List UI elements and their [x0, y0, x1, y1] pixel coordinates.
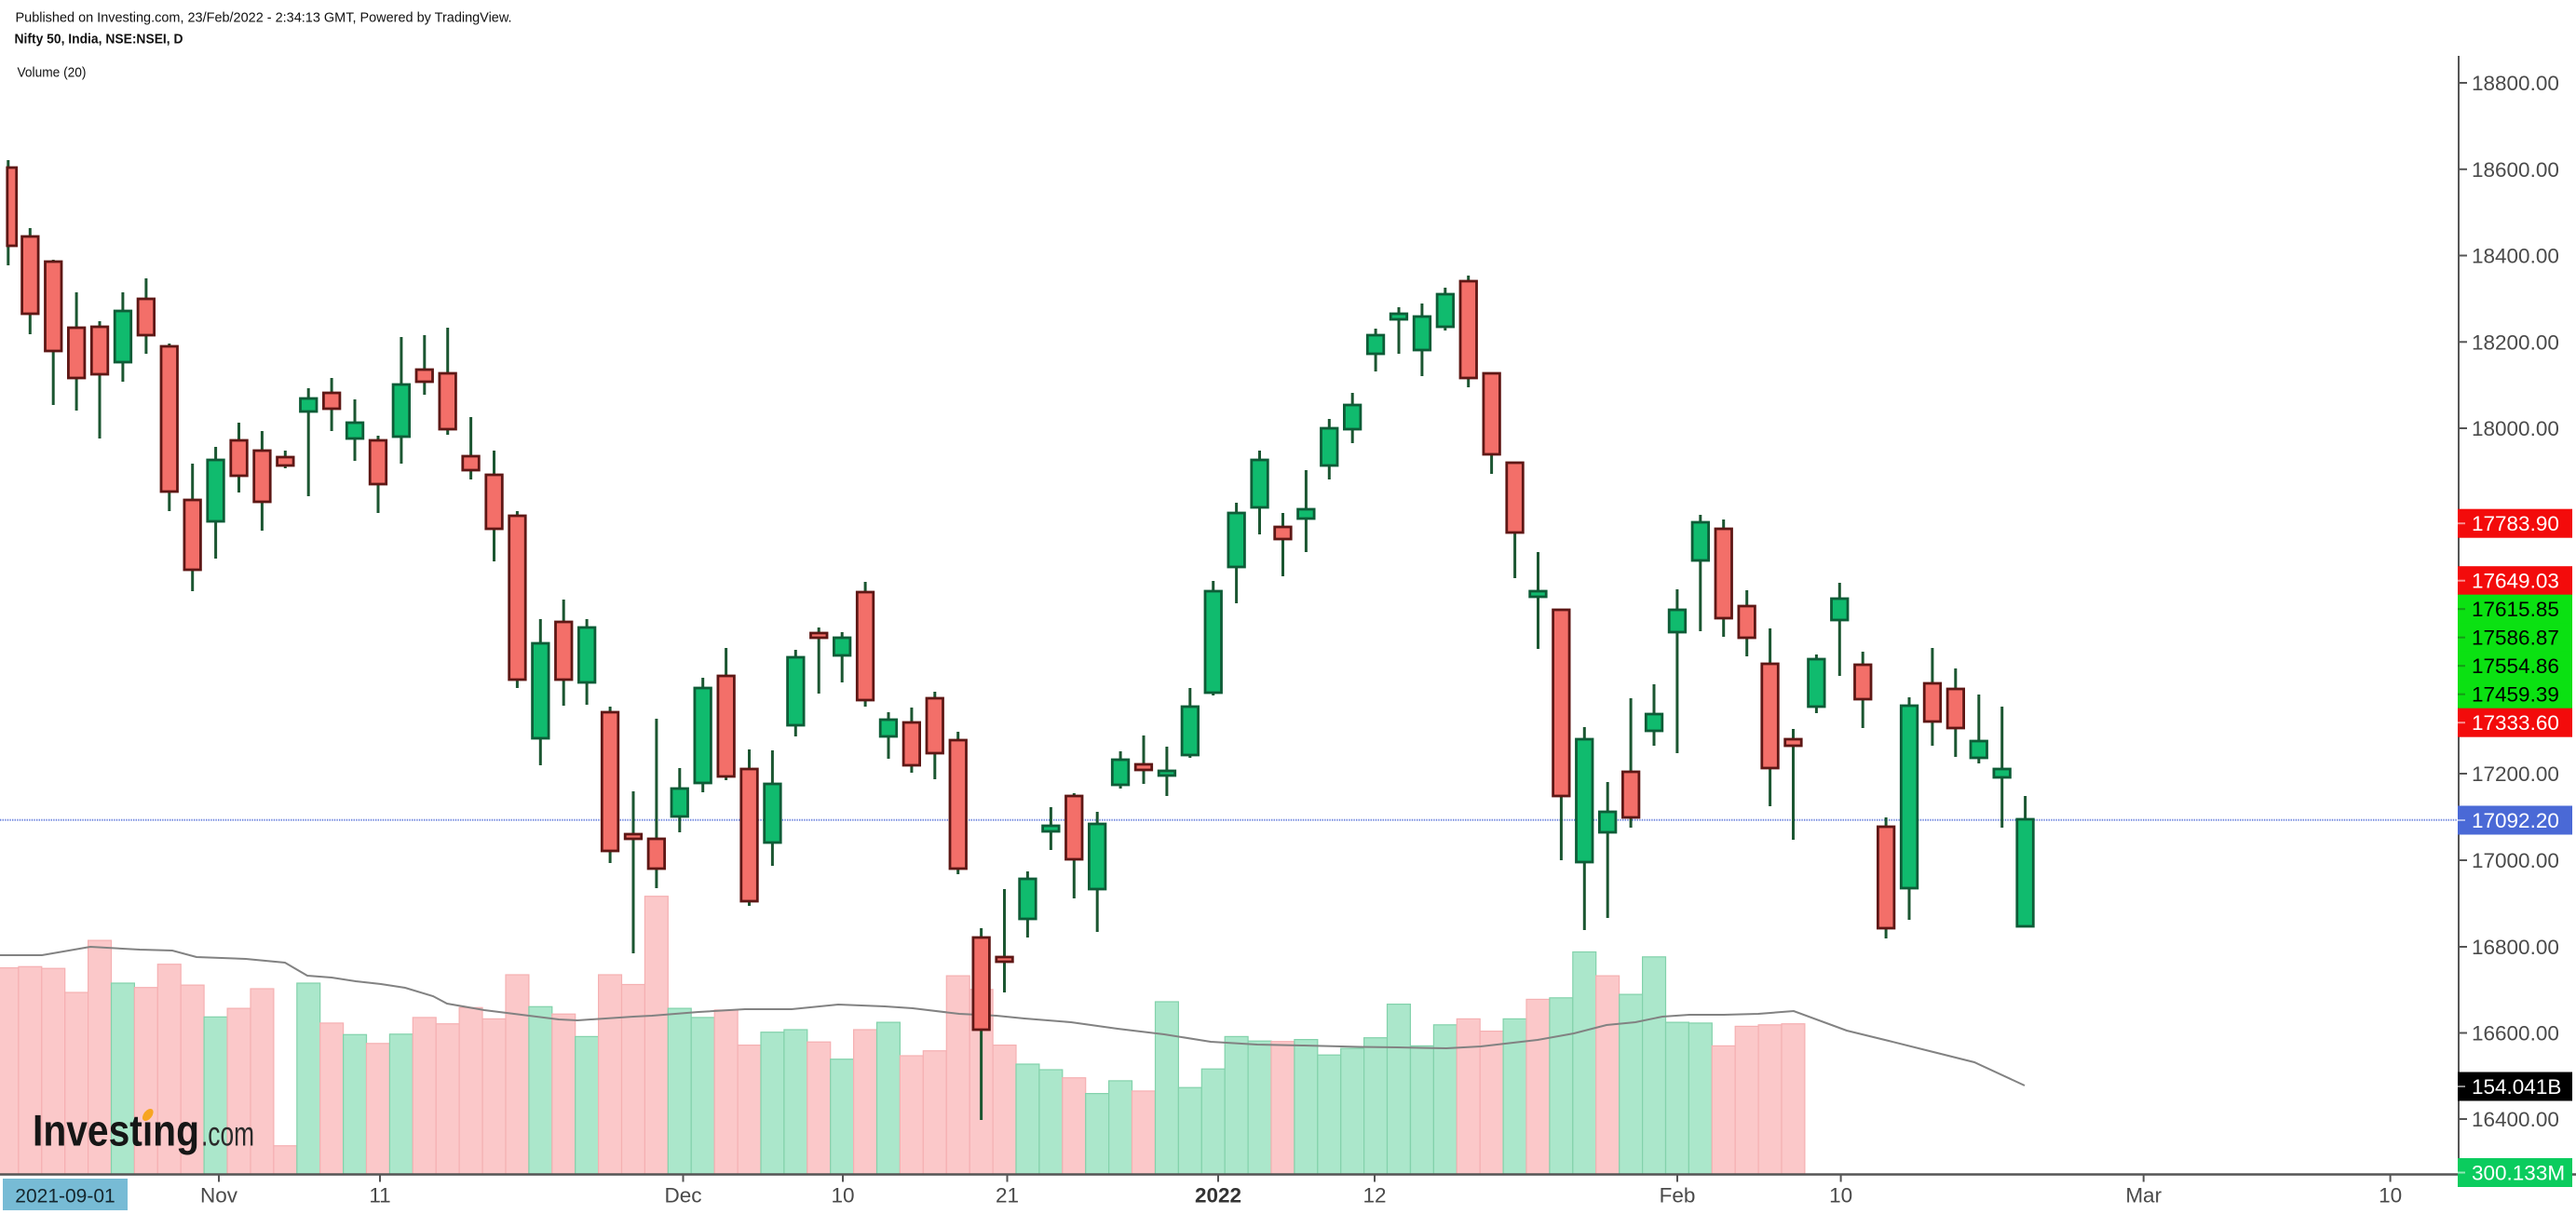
svg-text:17000.00: 17000.00 — [2472, 849, 2559, 872]
svg-text:Feb: Feb — [1660, 1184, 1696, 1207]
svg-text:18400.00: 18400.00 — [2472, 245, 2559, 268]
svg-text:10: 10 — [831, 1184, 854, 1207]
svg-text:17092.20: 17092.20 — [2472, 809, 2559, 832]
svg-text:Published on Investing.com, 23: Published on Investing.com, 23/Feb/2022 … — [16, 9, 512, 25]
svg-text:18800.00: 18800.00 — [2472, 72, 2559, 95]
svg-text:17459.39: 17459.39 — [2472, 683, 2559, 707]
svg-text:16800.00: 16800.00 — [2472, 936, 2559, 959]
svg-text:11: 11 — [369, 1184, 390, 1207]
svg-text:Dec: Dec — [664, 1184, 701, 1207]
svg-text:16400.00: 16400.00 — [2472, 1108, 2559, 1131]
svg-text:2022: 2022 — [1195, 1184, 1241, 1207]
svg-text:17783.90: 17783.90 — [2472, 512, 2559, 535]
svg-text:300.133M: 300.133M — [2472, 1162, 2565, 1185]
svg-text:18200.00: 18200.00 — [2472, 330, 2559, 354]
svg-text:17333.60: 17333.60 — [2472, 711, 2559, 735]
svg-text:17649.03: 17649.03 — [2472, 570, 2559, 593]
svg-text:Nov: Nov — [200, 1184, 238, 1207]
svg-text:17200.00: 17200.00 — [2472, 762, 2559, 786]
svg-text:Volume (20): Volume (20) — [18, 64, 87, 80]
svg-text:18600.00: 18600.00 — [2472, 158, 2559, 182]
svg-text:17554.86: 17554.86 — [2472, 654, 2559, 678]
svg-text:12: 12 — [1363, 1184, 1386, 1207]
svg-text:Investıng: Investıng — [33, 1106, 199, 1155]
svg-text:18000.00: 18000.00 — [2472, 417, 2559, 440]
svg-text:16600.00: 16600.00 — [2472, 1022, 2559, 1045]
svg-text:17586.87: 17586.87 — [2472, 627, 2559, 650]
svg-text:.com: .com — [201, 1115, 254, 1153]
svg-text:10: 10 — [2379, 1184, 2402, 1207]
svg-text:21: 21 — [996, 1184, 1019, 1207]
svg-text:154.041B: 154.041B — [2472, 1075, 2561, 1099]
svg-text:10: 10 — [1829, 1184, 1852, 1207]
svg-text:2021-09-01: 2021-09-01 — [15, 1186, 115, 1207]
svg-text:Mar: Mar — [2125, 1184, 2162, 1207]
svg-text:Nifty 50, India, NSE:NSEI, D: Nifty 50, India, NSE:NSEI, D — [15, 31, 183, 47]
svg-text:17615.85: 17615.85 — [2472, 598, 2559, 621]
